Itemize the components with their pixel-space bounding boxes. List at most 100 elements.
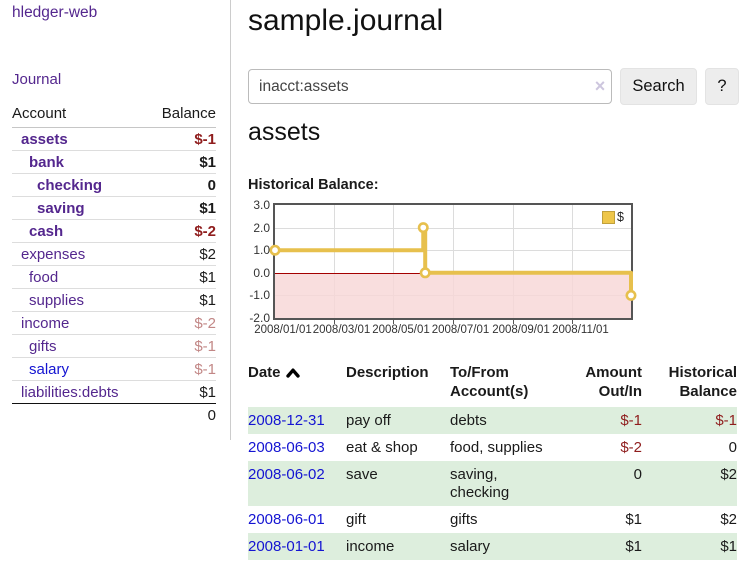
chart-plot-area: $ [269,203,637,320]
help-button[interactable]: ? [705,68,739,105]
account-balance: $1 [147,288,216,312]
account-row: saving $1 [12,196,216,220]
y-axis-tick-label: 3.0 [253,198,270,212]
account-link-income[interactable]: income [21,314,70,332]
column-header-balance: Historical Balance [668,364,737,400]
account-balance: $-2 [147,311,216,335]
x-axis-tick-label: 2008/05/01 [372,324,430,336]
account-row: bank $1 [12,150,216,174]
register-header-row: Date Description To/From Account(s) Amou… [248,360,737,407]
account-row: salary $-1 [12,357,216,381]
transaction-description: gift [346,510,367,528]
sort-ascending-icon [285,368,300,378]
column-header-date[interactable]: Date [248,360,346,407]
chart-title: Historical Balance: [248,177,379,193]
transaction-description: income [346,537,395,555]
transaction-accounts: gifts [450,510,478,528]
y-axis-tick-label: -2.0 [249,311,270,325]
account-link-gifts[interactable]: gifts [29,337,57,355]
transaction-accounts: debts [450,411,487,429]
y-axis-tick-label: 0.0 [253,265,270,280]
sidebar-item-journal[interactable]: Journal [12,71,62,88]
account-balance: $-1 [147,334,216,358]
column-header-description: Description [346,364,429,381]
account-row: checking 0 [12,173,216,197]
accounts-header-balance: Balance [147,103,216,128]
account-link-saving[interactable]: saving [37,199,85,217]
accounts-balance-table: Account Balance assets $-1 bank $1 check… [12,103,216,426]
transaction-date-link[interactable]: 2008-06-02 [248,465,325,483]
account-balance: 0 [147,173,216,197]
app-brand-link[interactable]: hledger-web [12,4,98,21]
transaction-amount: $1 [625,510,642,528]
column-header-accounts: To/From Account(s) [450,364,529,400]
x-axis-tick-label: 2008/01/01 [254,324,312,336]
transaction-date-link[interactable]: 2008-06-01 [248,510,325,528]
sidebar: hledger-web Journal Account Balance asse… [0,0,231,440]
transaction-amount: $-1 [620,411,642,429]
account-row: food $1 [12,265,216,289]
account-balance: $1 [147,265,216,289]
date-header-label: Date [248,364,281,381]
account-link-bank[interactable]: bank [29,153,65,171]
transaction-accounts: saving, checking [450,465,510,501]
account-row: cash $-2 [12,219,216,243]
account-balance: $-1 [194,130,216,148]
accounts-total-row: 0 [12,403,216,426]
x-axis-tick-label: 2008/03/01 [312,324,371,336]
transaction-row: 2008-06-02 save saving, checking 0 $2 [248,461,737,506]
account-balance: $-2 [147,219,216,243]
account-heading: assets [248,118,321,146]
search-button[interactable]: Search [620,68,697,105]
main-content: sample.journal × Search ? assets Histori… [248,0,739,582]
data-point-marker [269,244,281,256]
account-link-expenses[interactable]: expenses [21,245,86,263]
account-row: income $-2 [12,311,216,335]
account-link-salary[interactable]: salary [29,360,70,378]
x-axis-tick-label: 2008/09/01 [492,324,550,336]
balance-step-line [269,222,637,301]
transaction-accounts: food, supplies [450,438,543,456]
y-axis-tick-label: 2.0 [253,220,270,235]
account-balance: $2 [147,242,216,266]
transaction-date-link[interactable]: 2008-06-03 [248,438,325,456]
accounts-total-balance: 0 [147,403,216,426]
y-axis-tick-label: -1.0 [249,288,270,303]
transaction-balance: $2 [720,465,737,483]
y-axis-tick-label: 1.0 [253,243,270,258]
account-balance: $-1 [147,357,216,381]
account-link-supplies[interactable]: supplies [29,291,85,309]
account-link-checking[interactable]: checking [37,176,103,194]
account-link-assets[interactable]: assets [21,130,68,148]
account-balance: $1 [147,380,216,404]
clear-search-icon[interactable]: × [594,76,606,96]
accounts-header-account: Account [12,103,148,128]
x-axis-tick-label: 2008/07/01 [431,324,490,336]
transaction-balance: $1 [720,537,737,555]
page-title: sample.journal [248,4,444,37]
transaction-row: 2008-06-03 eat & shop food, supplies $-2… [248,434,737,461]
legend-label: $ [617,210,624,224]
account-link-food[interactable]: food [29,268,59,286]
transaction-amount: $1 [625,537,642,555]
transaction-date-link[interactable]: 2008-01-01 [248,537,325,555]
transaction-accounts: salary [450,537,491,555]
account-row: assets $-1 [12,128,216,151]
account-link-cash[interactable]: cash [29,222,64,240]
transaction-row: 2008-06-01 gift gifts $1 $2 [248,506,737,533]
register-table: Date Description To/From Account(s) Amou… [248,360,737,560]
transaction-balance: 0 [728,438,737,456]
x-axis-tick-label: 2008/11/01 [552,324,609,336]
transaction-description: save [346,465,378,483]
transaction-amount: $-2 [620,438,642,456]
chart-legend: $ [602,210,624,224]
transaction-balance: $-1 [715,411,737,429]
account-link-liabilities-debts[interactable]: liabilities:debts [21,383,119,401]
account-balance: $1 [147,196,216,220]
data-point-marker [419,267,431,279]
transaction-date-link[interactable]: 2008-12-31 [248,411,325,429]
column-header-amount: Amount Out/In [585,364,642,400]
historical-balance-chart: $ 3.0 2.0 1.0 0.0 -1.0 -2.0 2008/01/01 2008/03/… [248,198,668,344]
search-input[interactable] [248,69,612,104]
